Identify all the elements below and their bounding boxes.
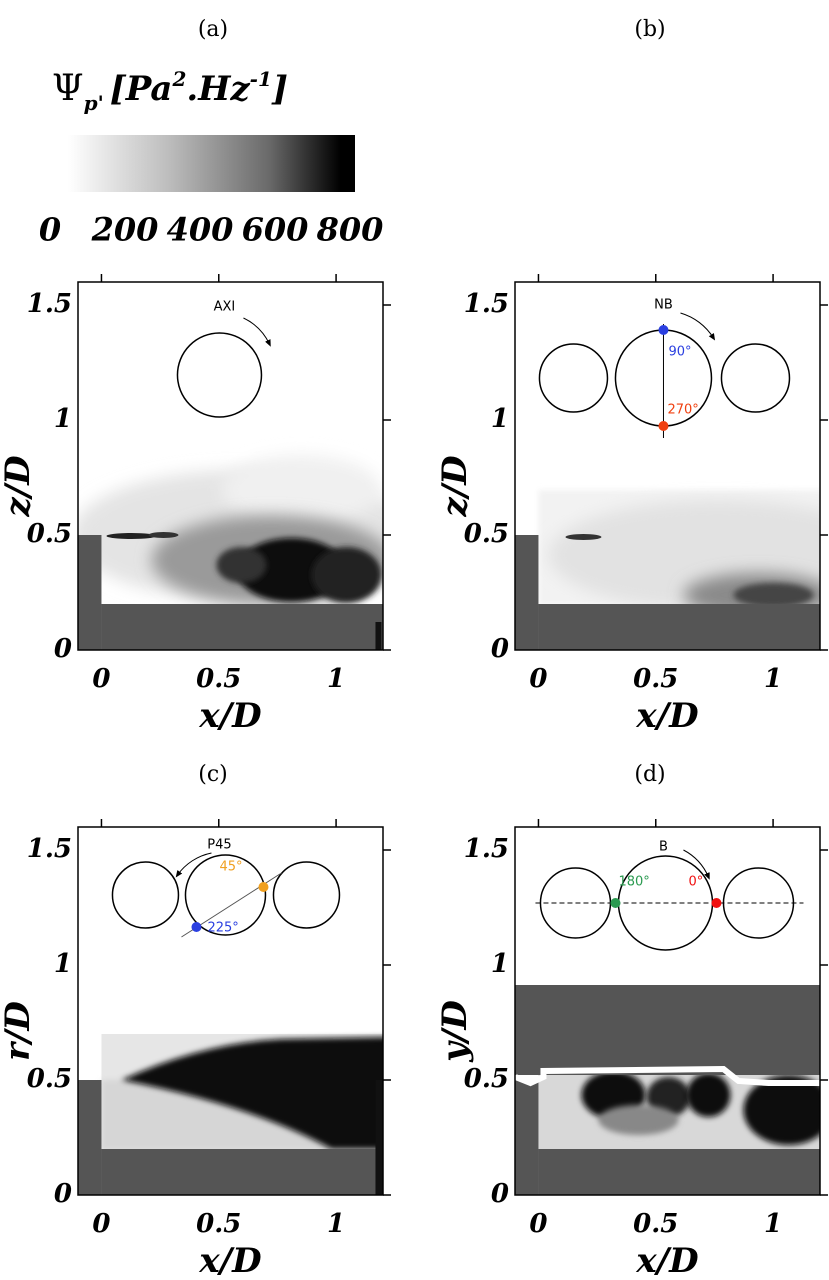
panel-label: (c) <box>198 762 228 787</box>
title-part: .Hz <box>186 69 250 109</box>
title-part: ] <box>271 69 288 109</box>
y-tick-label: 0.5 <box>27 1064 72 1094</box>
inset-label: P45 <box>207 838 231 853</box>
x-tick-label: 0.5 <box>633 664 678 694</box>
x-tick-label: 0.5 <box>196 1209 241 1239</box>
y-tick-label: 1 <box>54 949 72 979</box>
colorbar-title: Ψp' [Pa2.Hz-1] <box>52 67 288 115</box>
title-part: 2 <box>171 67 186 91</box>
title-part: [Pa <box>110 69 173 109</box>
field-panel: AXI <box>78 300 384 650</box>
y-tick-label: 0 <box>54 634 72 664</box>
plot-frame <box>77 281 384 651</box>
colorbar-tick-label: 600 <box>242 211 309 249</box>
y-axis-label: r/D <box>0 1001 38 1061</box>
x-tick-label: 1 <box>327 664 345 694</box>
y-tick-label: 1.5 <box>464 289 509 319</box>
colorbar-tick-label: 200 <box>91 211 159 249</box>
y-tick-label: 1 <box>54 404 72 434</box>
inset-label: 0° <box>688 875 703 890</box>
y-axis-label: z/D <box>0 455 38 518</box>
x-tick-label: 0 <box>92 664 110 694</box>
y-tick-label: 0.5 <box>464 1064 509 1094</box>
y-tick-label: 1.5 <box>464 834 509 864</box>
field-panel: NB 90° 270° <box>515 298 821 650</box>
y-axis-label: y/D <box>435 1000 475 1063</box>
title-part: -1 <box>250 67 272 91</box>
x-tick-label: 0 <box>529 1209 547 1239</box>
colorbar-tick-label: 0 <box>39 211 61 249</box>
panel-label: (a) <box>198 17 228 42</box>
x-tick-label: 1 <box>764 1209 782 1239</box>
colorbar-tick-label: 400 <box>167 211 234 249</box>
x-tick-label: 0.5 <box>196 664 241 694</box>
y-tick-label: 0.5 <box>27 519 72 549</box>
y-tick-label: 1 <box>491 404 509 434</box>
x-tick-label: 1 <box>764 664 782 694</box>
x-tick-label: 0 <box>529 664 547 694</box>
x-tick-label: 0.5 <box>633 1209 678 1239</box>
inset-label: 90° <box>668 345 691 360</box>
x-axis-label: x/D <box>198 696 262 736</box>
plot-frame <box>514 281 821 651</box>
inset-label: NB <box>654 298 673 313</box>
x-axis-label: x/D <box>635 696 699 736</box>
x-axis-label: x/D <box>198 1241 262 1280</box>
field-panel: B 180° 0° <box>515 840 821 1195</box>
inset-label: 225° <box>207 921 238 936</box>
inset-label: AXI <box>214 300 236 315</box>
plot-frame <box>77 826 384 1196</box>
y-tick-label: 0 <box>491 1179 509 1209</box>
inset-label: 180° <box>618 875 649 890</box>
x-tick-label: 1 <box>327 1209 345 1239</box>
inset-label: 270° <box>667 403 698 418</box>
panel-label: (d) <box>634 762 665 787</box>
y-tick-label: 0 <box>54 1179 72 1209</box>
y-tick-label: 1 <box>491 949 509 979</box>
y-tick-label: 0 <box>491 634 509 664</box>
inset-label: B <box>659 840 668 855</box>
plot-frame <box>514 826 821 1196</box>
colorbar <box>68 135 355 192</box>
field-panel: P45 45° 225° <box>78 838 384 1195</box>
x-tick-label: 0 <box>92 1209 110 1239</box>
y-tick-label: 1.5 <box>27 289 72 319</box>
inset-label: 45° <box>219 860 242 875</box>
colorbar-tick-label: 800 <box>316 211 384 249</box>
y-tick-label: 0.5 <box>464 519 509 549</box>
title-part: p' <box>84 91 104 115</box>
x-axis-label: x/D <box>635 1241 699 1280</box>
panel-label: (b) <box>634 17 665 42</box>
title-part: Ψ <box>52 68 84 109</box>
y-tick-label: 1.5 <box>27 834 72 864</box>
y-axis-label: z/D <box>435 455 475 518</box>
